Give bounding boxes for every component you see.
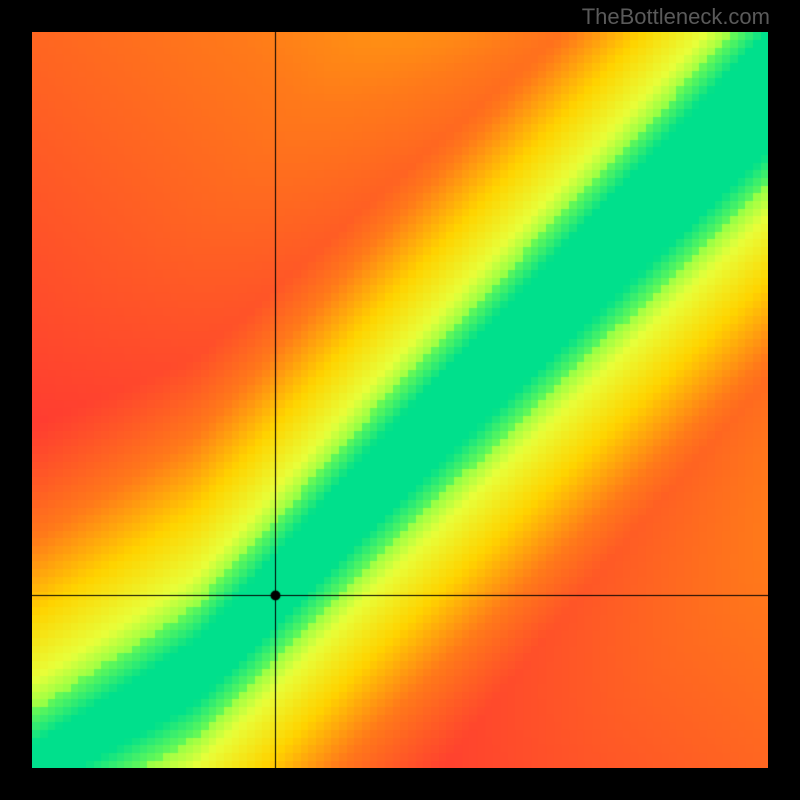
heatmap-plot bbox=[32, 32, 768, 768]
heatmap-canvas bbox=[32, 32, 768, 768]
watermark-text: TheBottleneck.com bbox=[582, 4, 770, 30]
